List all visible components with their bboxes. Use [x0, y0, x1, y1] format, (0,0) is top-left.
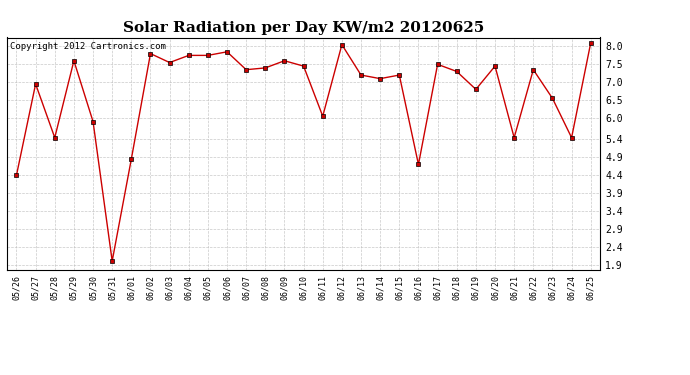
Title: Solar Radiation per Day KW/m2 20120625: Solar Radiation per Day KW/m2 20120625 [123, 21, 484, 35]
Text: Copyright 2012 Cartronics.com: Copyright 2012 Cartronics.com [10, 42, 166, 51]
